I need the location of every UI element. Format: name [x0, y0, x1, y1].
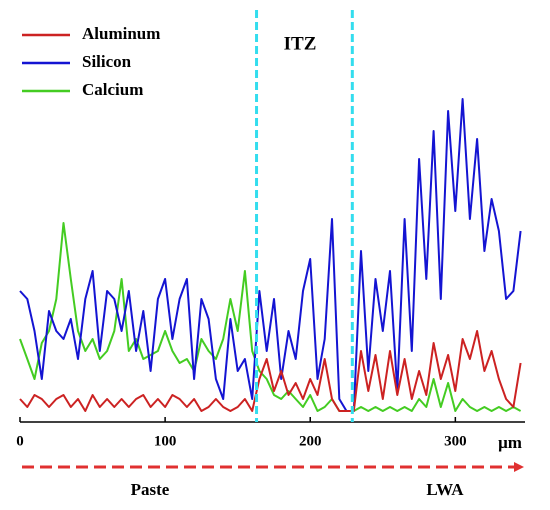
x-tick-label: 0 [16, 433, 24, 449]
series-line [19, 222, 522, 412]
annotation: LWA [426, 480, 464, 499]
series-line [19, 330, 522, 412]
x-axis-label: μm [498, 433, 522, 452]
legend-label: Calcium [82, 80, 143, 99]
x-tick-label: 200 [299, 433, 322, 449]
x-tick-label: 100 [154, 433, 177, 449]
annotation: ITZ [284, 33, 317, 54]
annotation: Paste [131, 480, 170, 499]
x-tick-label: 300 [444, 433, 467, 449]
series-line [19, 98, 522, 412]
legend-label: Silicon [82, 52, 132, 71]
legend-label: Aluminum [82, 24, 160, 43]
